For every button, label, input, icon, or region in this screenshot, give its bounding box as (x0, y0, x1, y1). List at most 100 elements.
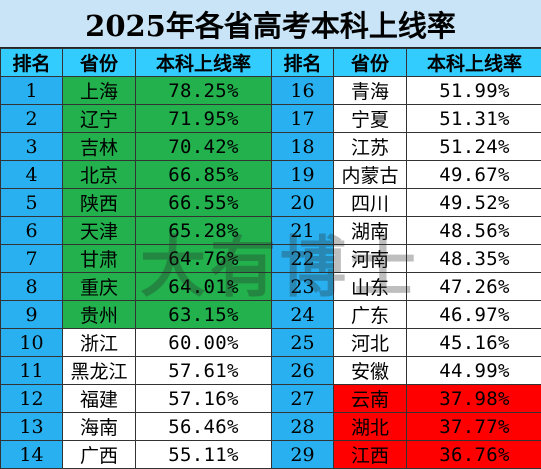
province-cell: 福建 (63, 385, 136, 413)
rank-cell: 25 (272, 329, 334, 357)
province-cell: 云南 (334, 385, 407, 413)
rate-cell: 64.76% (136, 245, 272, 273)
province-cell: 广东 (334, 301, 407, 329)
rate-cell: 51.31% (407, 105, 541, 133)
province-cell: 安徽 (334, 357, 407, 385)
header-row: 排名 省份 本科上线率 排名 省份 本科上线率 (1, 49, 541, 77)
rate-cell: 48.35% (407, 245, 541, 273)
rate-cell: 45.16% (407, 329, 541, 357)
rank-cell: 12 (1, 385, 63, 413)
province-cell: 山东 (334, 273, 407, 301)
rate-cell: 37.98% (407, 385, 541, 413)
rate-cell: 49.52% (407, 189, 541, 217)
province-cell: 海南 (63, 413, 136, 441)
province-cell: 江西 (334, 441, 407, 469)
rate-cell: 71.95% (136, 105, 272, 133)
province-cell: 河北 (334, 329, 407, 357)
rate-cell: 51.24% (407, 133, 541, 161)
rate-cell: 44.99% (407, 357, 541, 385)
rank-cell: 28 (272, 413, 334, 441)
rank-cell: 8 (1, 273, 63, 301)
rank-cell: 23 (272, 273, 334, 301)
rank-cell: 24 (272, 301, 334, 329)
province-cell: 重庆 (63, 273, 136, 301)
header-rate-left: 本科上线率 (136, 49, 272, 77)
rank-cell: 18 (272, 133, 334, 161)
province-cell: 四川 (334, 189, 407, 217)
rank-cell: 22 (272, 245, 334, 273)
rank-cell: 2 (1, 105, 63, 133)
rate-cell: 46.97% (407, 301, 541, 329)
rank-cell: 17 (272, 105, 334, 133)
header-province-left: 省份 (63, 49, 136, 77)
rate-cell: 60.00% (136, 329, 272, 357)
header-province-right: 省份 (334, 49, 407, 77)
rate-cell: 56.46% (136, 413, 272, 441)
header-rank-right: 排名 (272, 49, 334, 77)
province-cell: 青海 (334, 77, 407, 105)
rate-cell: 64.01% (136, 273, 272, 301)
rank-cell: 19 (272, 161, 334, 189)
rank-cell: 9 (1, 301, 63, 329)
province-cell: 陕西 (63, 189, 136, 217)
rank-cell: 3 (1, 133, 63, 161)
rank-cell: 1 (1, 77, 63, 105)
province-cell: 内蒙古 (334, 161, 407, 189)
rank-cell: 14 (1, 441, 63, 469)
province-cell: 湖南 (334, 217, 407, 245)
province-cell: 贵州 (63, 301, 136, 329)
rate-cell: 57.16% (136, 385, 272, 413)
rate-cell: 48.56% (407, 217, 541, 245)
province-cell: 甘肃 (63, 245, 136, 273)
rate-cell: 66.85% (136, 161, 272, 189)
rate-cell: 70.42% (136, 133, 272, 161)
province-cell: 吉林 (63, 133, 136, 161)
province-cell: 辽宁 (63, 105, 136, 133)
rank-cell: 29 (272, 441, 334, 469)
rate-cell: 78.25% (136, 77, 272, 105)
rate-cell: 65.28% (136, 217, 272, 245)
rank-cell: 21 (272, 217, 334, 245)
province-cell: 黑龙江 (63, 357, 136, 385)
province-cell: 湖北 (334, 413, 407, 441)
rate-cell: 55.11% (136, 441, 272, 469)
rate-cell: 63.15% (136, 301, 272, 329)
rank-cell: 4 (1, 161, 63, 189)
rate-cell: 36.76% (407, 441, 541, 469)
province-cell: 上海 (63, 77, 136, 105)
rank-cell: 5 (1, 189, 63, 217)
province-cell: 天津 (63, 217, 136, 245)
rank-cell: 27 (272, 385, 334, 413)
rate-cell: 37.77% (407, 413, 541, 441)
province-cell: 宁夏 (334, 105, 407, 133)
province-cell: 浙江 (63, 329, 136, 357)
rate-cell: 47.26% (407, 273, 541, 301)
rank-cell: 6 (1, 217, 63, 245)
rank-cell: 13 (1, 413, 63, 441)
rate-cell: 49.67% (407, 161, 541, 189)
header-rank-left: 排名 (1, 49, 63, 77)
rank-cell: 26 (272, 357, 334, 385)
province-cell: 江苏 (334, 133, 407, 161)
province-cell: 北京 (63, 161, 136, 189)
rate-cell: 57.61% (136, 357, 272, 385)
rank-cell: 11 (1, 357, 63, 385)
header-rate-right: 本科上线率 (407, 49, 541, 77)
rank-cell: 20 (272, 189, 334, 217)
rate-cell: 51.99% (407, 77, 541, 105)
